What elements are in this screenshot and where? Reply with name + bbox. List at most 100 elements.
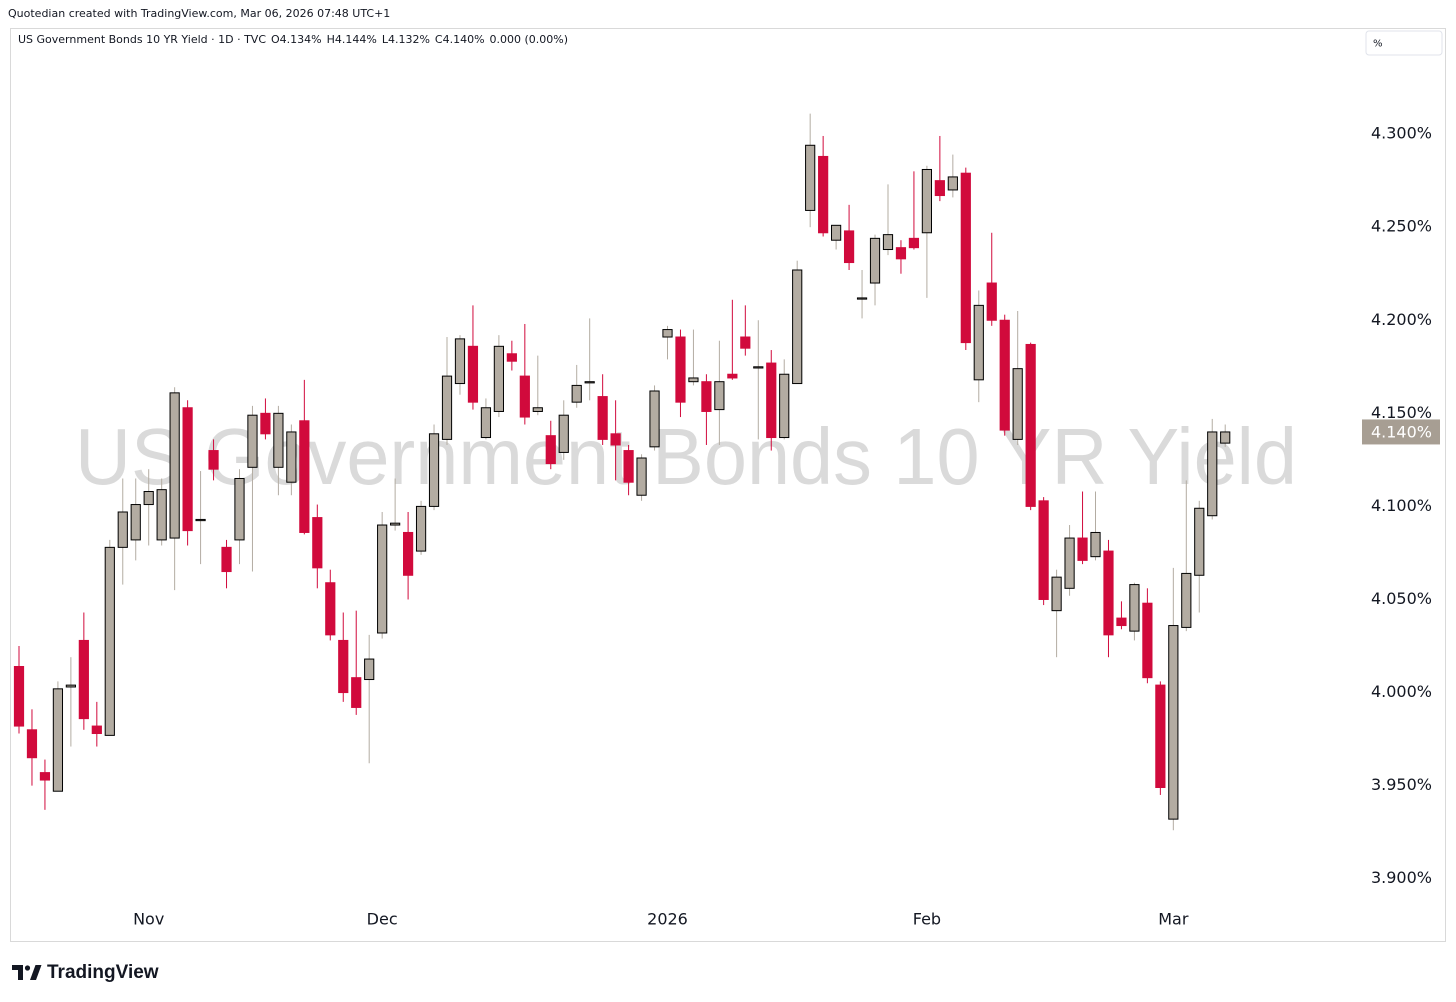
logo-icon: [12, 965, 23, 980]
candle-body: [1168, 625, 1179, 820]
candle-body: [1077, 537, 1088, 561]
candle-body: [1012, 368, 1023, 440]
candle-body: [351, 677, 362, 708]
candle-body: [805, 144, 816, 211]
logo-icon: [30, 965, 42, 980]
candle-body: [195, 518, 206, 522]
candle-body: [182, 407, 193, 532]
candle-body: [234, 477, 245, 541]
candle-body: [779, 373, 790, 439]
symbol-legend: US Government Bonds 10 YR Yield · 1D · T…: [18, 33, 573, 46]
candle-body: [104, 546, 115, 736]
candle-body: [895, 247, 907, 260]
x-tick-label: 2026: [647, 910, 688, 929]
ohlc-value: 0.000 (0.00%): [489, 33, 569, 46]
candle-body: [1025, 343, 1036, 507]
candle-body: [299, 420, 310, 533]
candle-body: [818, 155, 829, 234]
y-tick-label: 3.900%: [1371, 868, 1432, 887]
candle-body: [869, 237, 881, 284]
scale-button-label[interactable]: %: [1373, 39, 1383, 50]
watermark: US Government Bonds 10 YR Yield: [75, 412, 1297, 501]
candle-body: [156, 489, 167, 541]
last-price-box: [1362, 419, 1440, 445]
candle-body: [312, 517, 323, 569]
candle-body: [364, 658, 375, 681]
last-price-label: 4.140%: [1371, 422, 1432, 441]
candle-body: [1142, 602, 1153, 679]
logo-icon: [24, 965, 31, 971]
candle-body: [843, 230, 855, 264]
y-tick-label: 4.300%: [1371, 124, 1432, 143]
candle-body: [714, 381, 725, 411]
candle-body: [247, 414, 258, 468]
ohlc-value: H4.144%: [326, 33, 377, 46]
candle-body: [1116, 617, 1127, 627]
candle-body: [506, 353, 517, 362]
candle-body: [753, 366, 764, 369]
symbol: US Government Bonds 10 YR Yield · 1D · T…: [18, 33, 266, 46]
candle-body: [882, 234, 894, 251]
x-tick-label: Nov: [133, 910, 164, 929]
y-tick-label: 4.200%: [1371, 310, 1432, 329]
candle-body: [377, 524, 388, 634]
candle-body: [1207, 431, 1218, 517]
ohlc-value: O4.134%: [271, 33, 322, 46]
candle-body: [960, 172, 971, 344]
candle-body: [260, 412, 271, 435]
candle-body: [986, 282, 997, 321]
candle-body: [675, 336, 686, 403]
y-tick-label: 4.150%: [1371, 403, 1432, 422]
candle-body: [1038, 500, 1049, 600]
x-tick-label: Dec: [367, 910, 398, 929]
candle-body: [169, 392, 180, 539]
candle-body: [273, 412, 284, 468]
candle-body: [597, 396, 608, 440]
candle-body: [13, 665, 25, 727]
candle-body: [338, 639, 349, 694]
candle-body: [856, 297, 868, 300]
candle-body: [1181, 572, 1192, 628]
candle-body: [1220, 431, 1231, 444]
candle-body: [973, 304, 984, 381]
candle-body: [532, 407, 543, 412]
candle-body: [584, 381, 595, 384]
candle-body: [1103, 550, 1114, 636]
candle-body: [1129, 584, 1140, 632]
candle-body: [1090, 531, 1101, 558]
ohlc-value: C4.140%: [434, 33, 485, 46]
candle-body: [831, 224, 842, 241]
candle-body: [908, 237, 920, 249]
candle-body: [688, 377, 699, 383]
candle-body: [662, 329, 673, 338]
candle-body: [934, 180, 945, 197]
candle-body: [403, 531, 414, 576]
y-tick-label: 3.950%: [1371, 775, 1432, 794]
candle-body: [480, 407, 492, 439]
candle-body: [1051, 576, 1062, 612]
candle-body: [454, 338, 466, 385]
logo-text: TradingView: [47, 962, 159, 983]
candle-body: [91, 725, 102, 735]
scale-button[interactable]: [1365, 30, 1443, 56]
candle-body: [623, 450, 634, 483]
y-tick-label: 4.050%: [1371, 589, 1432, 608]
candle-body: [740, 336, 751, 349]
candle-body: [921, 168, 932, 234]
credit: Quotedian created with TradingView.com, …: [8, 7, 390, 20]
x-tick-label: Mar: [1158, 910, 1189, 929]
candle-body: [727, 373, 738, 379]
candle-body: [325, 582, 336, 636]
candle-body: [26, 729, 38, 759]
candle-body: [286, 431, 297, 483]
candle-body: [390, 522, 401, 526]
candle-body: [558, 414, 569, 453]
candle-body: [428, 433, 440, 507]
candle-body: [467, 345, 479, 403]
candle-body: [221, 546, 232, 573]
y-tick-label: 4.250%: [1371, 217, 1432, 236]
candle-body: [947, 176, 958, 191]
y-tick-label: 4.000%: [1371, 682, 1432, 701]
candle-body: [649, 390, 660, 448]
